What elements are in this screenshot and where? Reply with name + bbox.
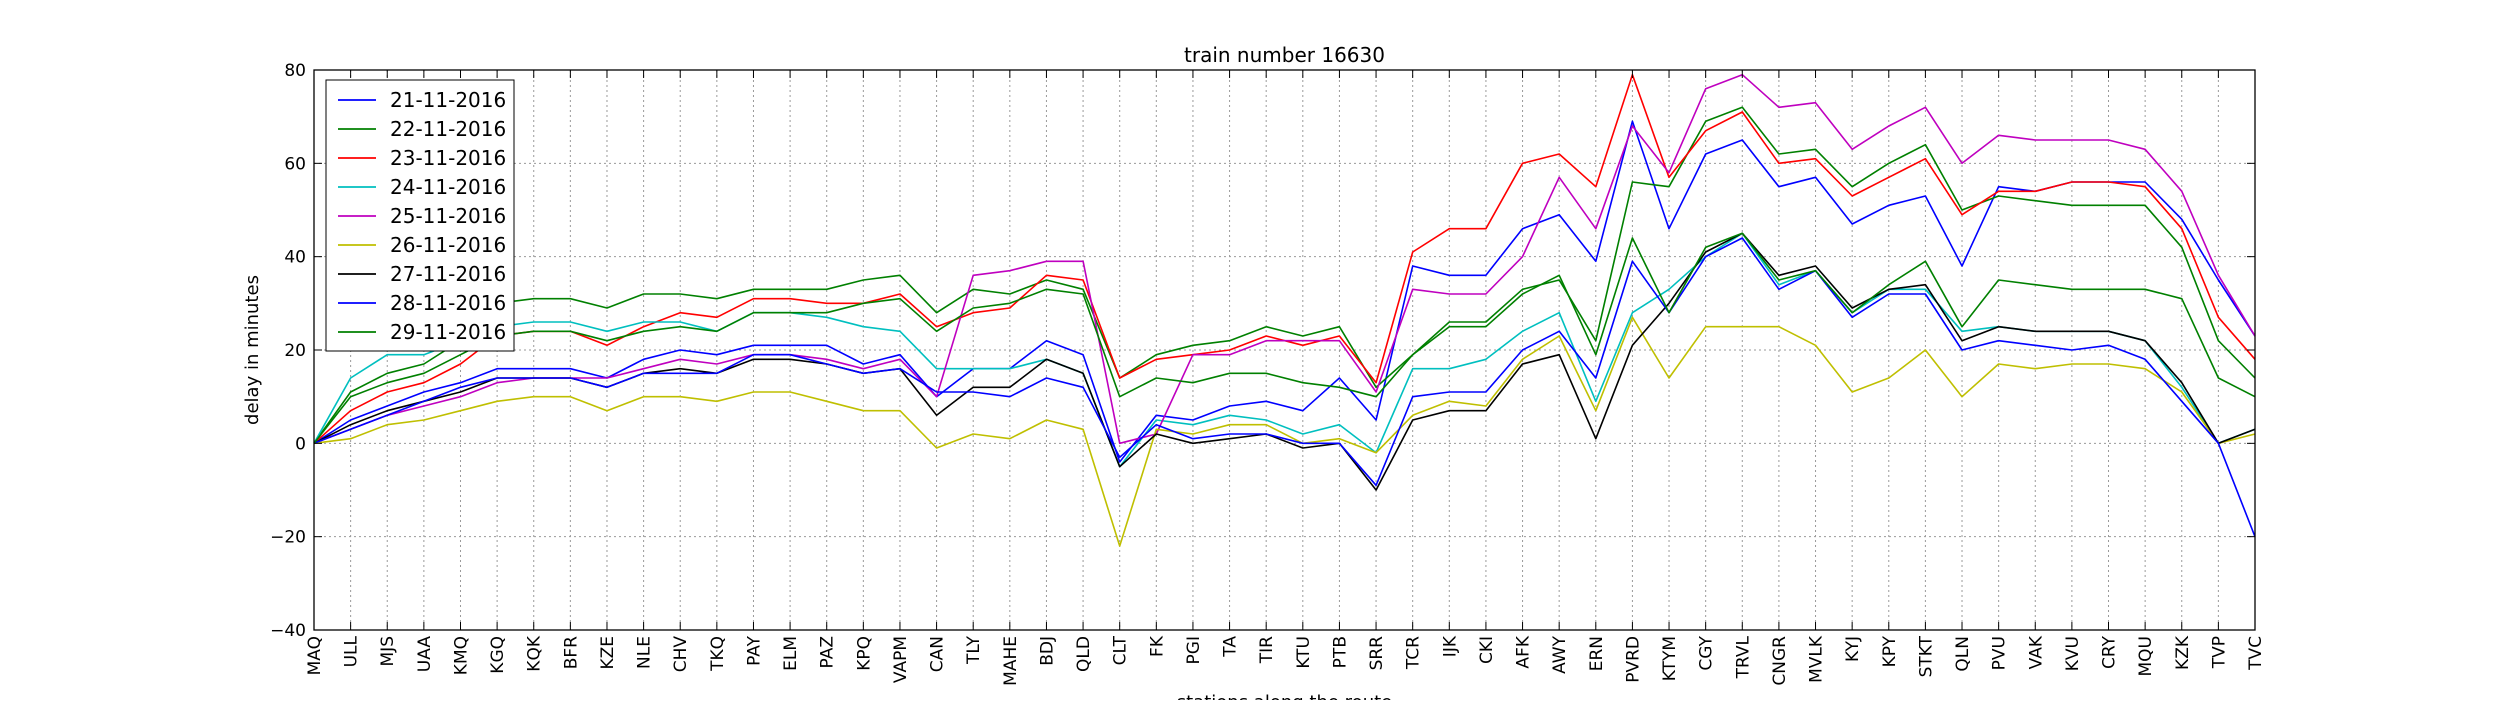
legend-label: 24-11-2016 [390,175,506,199]
series-lines [313,73,2256,547]
series-line-28-11-2016 [313,237,2256,537]
x-tick-label: IJK [1440,635,1460,657]
x-tick-label: ULL [342,635,362,667]
x-tick-label: KVU [2063,636,2083,671]
x-tick-label: CHV [671,636,691,673]
x-tick-label: UAA [415,636,435,673]
x-tick-label: QLN [1953,636,1973,672]
y-axis-label: delay in minutes [242,275,263,425]
x-tick-label: TVP [2209,636,2229,669]
x-tick-label: TA [1221,636,1241,658]
x-tick-label: TVC [2246,636,2266,671]
x-tick-label: MQU [2136,636,2156,677]
x-tick-label: PVU [1990,636,2010,670]
x-tick-label: KPQ [854,636,874,671]
series-line-27-11-2016 [313,232,2256,491]
x-tick-label: KGQ [488,636,508,674]
y-axis-ticks: −40 −20 0 20 40 60 80 [270,61,2255,641]
x-tick-label: PAY [744,635,764,665]
x-tick-label: MVLK [1807,635,1827,683]
x-tick-label: KZE [598,636,618,670]
legend: 21-11-2016 22-11-2016 23-11-2016 24-11-2016… [325,79,515,352]
x-tick-label: TIR [1257,636,1277,664]
x-tick-label: KQK [525,635,545,672]
legend-label: 29-11-2016 [390,320,506,344]
legend-label: 27-11-2016 [390,262,506,286]
x-tick-label: KYJ [1843,636,1863,662]
x-tick-label: CAN [928,636,948,672]
x-tick-label: AFK [1514,635,1534,668]
x-tick-label: KTYM [1660,636,1680,681]
series-line-29-11-2016 [313,232,2256,444]
x-tick-label: VAPM [891,636,911,683]
y-tick-label: 0 [295,434,306,454]
x-tick-label: BFR [561,636,581,669]
legend-label: 25-11-2016 [390,204,506,228]
legend-label: 21-11-2016 [390,88,506,112]
x-tick-label: TKQ [708,636,728,672]
x-axis-ticks: MAQ ULL MJS UAA KMQ KGQ KQK BFR KZE NLE CHV TKQ PAY E… [305,70,2266,686]
x-tick-label: VAK [2026,635,2046,669]
x-tick-label: TCR [1404,636,1424,670]
x-tick-label: BDJ [1037,636,1057,666]
grid [313,69,2256,631]
legend-label: 23-11-2016 [390,146,506,170]
legend-label: 22-11-2016 [390,117,506,141]
x-tick-label: KTU [1294,636,1314,669]
series-line-21-11-2016 [313,120,2256,463]
x-tick-label: TRVL [1733,635,1753,679]
x-tick-label: FK [1147,635,1167,657]
x-tick-label: QLD [1074,636,1094,672]
x-tick-label: PTB [1330,636,1350,668]
legend-label: 26-11-2016 [390,233,506,257]
series-line-26-11-2016 [313,316,2256,547]
x-tick-label: ELM [781,636,801,671]
y-tick-label: 40 [284,248,306,268]
series-line-23-11-2016 [313,73,2256,444]
x-tick-label: KMQ [451,636,471,675]
x-tick-label: CRY [2100,635,2120,669]
x-tick-label: KZK [2173,635,2193,670]
x-tick-label: ERN [1587,636,1607,671]
x-tick-label: CNGR [1770,636,1790,686]
x-tick-label: CKI [1477,636,1497,664]
x-tick-label: MAHE [1001,636,1021,686]
y-tick-label: −20 [270,528,306,548]
x-tick-label: PGI [1184,636,1204,664]
legend-label: 28-11-2016 [390,291,506,315]
y-tick-label: −40 [270,621,306,641]
x-tick-label: MJS [378,636,398,666]
x-axis-label: stations along the route [1177,692,1392,700]
x-tick-label: CGY [1697,635,1717,670]
y-tick-label: 20 [284,341,306,361]
x-tick-label: MAQ [305,636,325,675]
y-tick-label: 60 [284,154,306,174]
x-tick-label: KPY [1880,635,1900,667]
y-tick-label: 80 [284,61,306,81]
series-line-25-11-2016 [313,73,2256,445]
x-tick-label: AWY [1550,635,1570,674]
x-tick-label: STKT [1916,635,1936,677]
x-tick-label: SRR [1367,636,1387,671]
series-line-24-11-2016 [313,232,2256,468]
chart-title: train number 16630 [1184,43,1385,67]
x-tick-label: NLE [635,636,655,669]
x-tick-label: PAZ [818,636,838,668]
series-line-22-11-2016 [313,106,2256,444]
x-tick-label: CLT [1111,635,1131,665]
x-tick-label: TLY [964,635,984,665]
x-tick-label: PVRD [1623,636,1643,683]
